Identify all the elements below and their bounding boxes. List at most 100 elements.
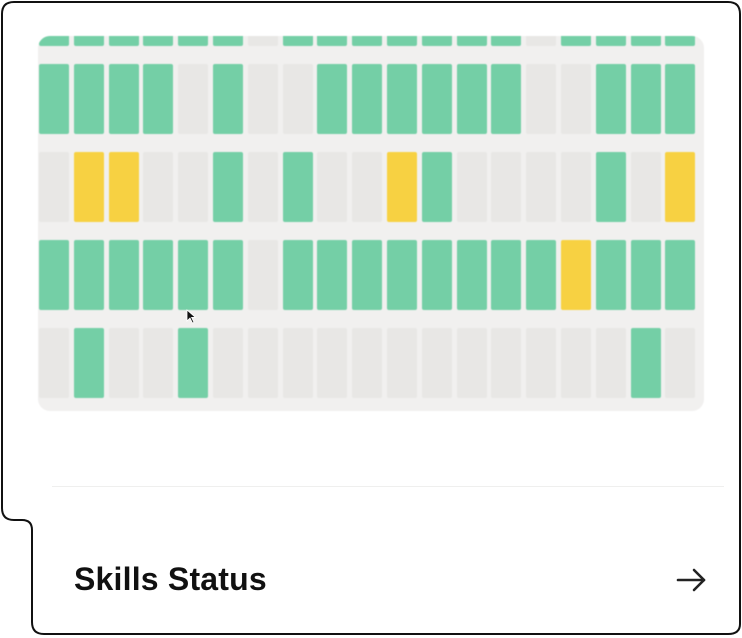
grid-cell-on [73, 240, 104, 310]
grid-cell-on [73, 328, 104, 398]
grid-cell-on [595, 36, 626, 46]
arrow-right-icon[interactable] [674, 566, 710, 599]
grid-cell-off [317, 328, 348, 398]
grid-cell-on [421, 36, 452, 46]
skills-status-link[interactable]: Skills Status [42, 536, 730, 622]
grid-cell-on [561, 36, 591, 46]
grid-cell-off [491, 328, 522, 398]
grid-cell-off [387, 328, 417, 398]
grid-cell-on [108, 36, 139, 46]
grid-cell-on [282, 240, 313, 310]
grid-cell-on [456, 240, 487, 310]
grid-cell-on [213, 152, 243, 222]
grid-cell-on [108, 240, 139, 310]
grid-cell-on [526, 240, 557, 310]
grid-cell-off [282, 64, 313, 134]
grid-cell-on [491, 64, 522, 134]
grid-cell-off [526, 64, 557, 134]
grid-cell-on [665, 36, 696, 46]
skills-status-grid [38, 36, 704, 411]
grid-cell-on [317, 36, 348, 46]
grid-cell-off [247, 240, 278, 310]
grid-cell-off [247, 328, 278, 398]
grid-cell-on [421, 152, 452, 222]
grid-cell-on [213, 36, 243, 46]
grid-cell-off [108, 328, 139, 398]
grid-cell-off [282, 328, 313, 398]
grid-cell-off [526, 328, 557, 398]
grid-cell-on [352, 240, 383, 310]
grid-cell-on [213, 240, 243, 310]
grid-cell-on [317, 240, 348, 310]
grid-cell-on [213, 64, 243, 134]
grid-cell-on [595, 152, 626, 222]
grid-cell-on [143, 240, 174, 310]
grid-cell-on [456, 36, 487, 46]
grid-cell-on [421, 240, 452, 310]
grid-cell-on [73, 36, 104, 46]
grid-cell-on [491, 240, 522, 310]
grid-cell-on [178, 240, 209, 310]
grid-cell-off [665, 328, 696, 398]
grid-cell-on [143, 36, 174, 46]
grid-cell-warn [665, 152, 696, 222]
grid-cell-on [352, 36, 383, 46]
grid-cell-on [630, 64, 661, 134]
grid-cell-on [456, 64, 487, 134]
grid-cell-warn [108, 152, 139, 222]
grid-cell-on [178, 328, 209, 398]
grid-cell-on [665, 64, 696, 134]
grid-cell-off [526, 36, 557, 46]
grid-cell-on [387, 64, 417, 134]
grid-cell-on [387, 36, 417, 46]
grid-cell-off [247, 64, 278, 134]
grid-cell-off [526, 152, 557, 222]
grid-cell-warn [73, 152, 104, 222]
grid-cell-on [108, 64, 139, 134]
grid-cell-off [352, 152, 383, 222]
grid-cell-off [143, 328, 174, 398]
grid-cell-off [630, 152, 661, 222]
grid-cell-on [595, 240, 626, 310]
grid-cell-on [491, 36, 522, 46]
grid-cell-on [630, 328, 661, 398]
grid-cell-off [491, 152, 522, 222]
grid-cell-off [456, 328, 487, 398]
grid-cell-on [317, 64, 348, 134]
mouse-cursor-icon [186, 309, 197, 324]
grid-cell-on [73, 64, 104, 134]
grid-cell-on [39, 240, 69, 310]
grid-cell-off [561, 328, 591, 398]
grid-cell-off [178, 64, 209, 134]
grid-cell-on [39, 64, 69, 134]
grid-cell-on [665, 240, 696, 310]
grid-cell-on [143, 64, 174, 134]
grid-cell-off [456, 152, 487, 222]
divider [52, 486, 724, 487]
grid-cell-on [387, 240, 417, 310]
grid-cell-off [595, 328, 626, 398]
grid-cell-on [630, 240, 661, 310]
grid-cell-off [561, 64, 591, 134]
grid-cell-off [352, 328, 383, 398]
grid-cell-off [247, 152, 278, 222]
grid-cell-off [143, 152, 174, 222]
grid-cell-on [282, 152, 313, 222]
grid-cell-off [317, 152, 348, 222]
card-title: Skills Status [74, 561, 267, 597]
grid-cell-on [178, 36, 209, 46]
grid-cell-off [178, 152, 209, 222]
grid-cell-off [39, 152, 69, 222]
grid-cell-off [213, 328, 243, 398]
grid-cell-warn [387, 152, 417, 222]
grid-cell-off [421, 328, 452, 398]
grid-cell-on [352, 64, 383, 134]
grid-cell-off [39, 328, 69, 398]
grid-cell-on [421, 64, 452, 134]
grid-cell-warn [561, 240, 591, 310]
grid-cell-off [561, 152, 591, 222]
grid-cell-on [39, 36, 69, 46]
grid-cell-on [282, 36, 313, 46]
grid-cell-off [247, 36, 278, 46]
